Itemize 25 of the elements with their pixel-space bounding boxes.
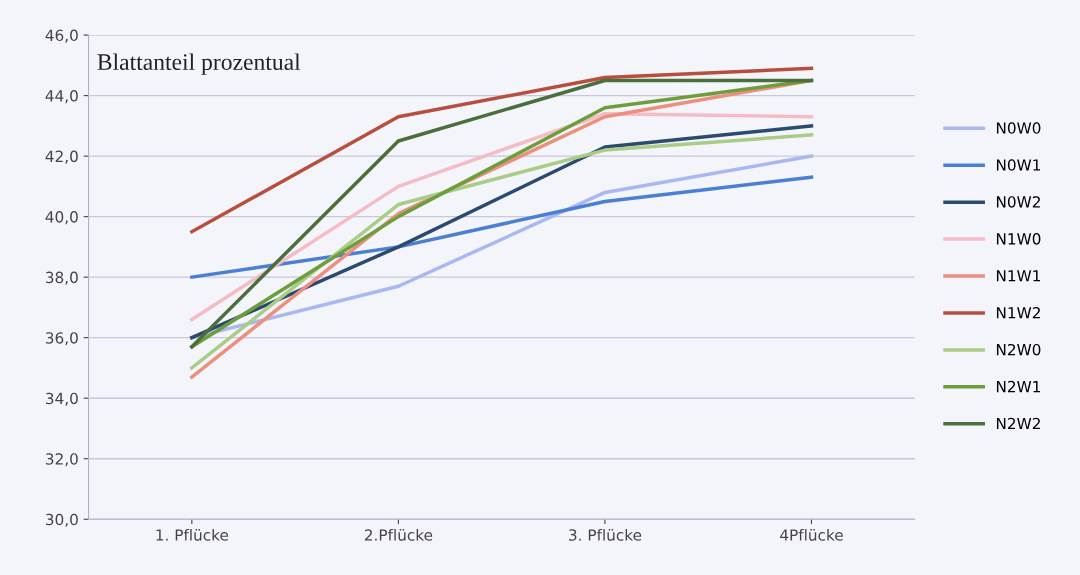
x-tick-label: 1. Pflücke	[156, 528, 229, 541]
text: Blattanteil prozentual	[97, 53, 301, 75]
line-series	[190, 133, 814, 370]
y-tick-label: 46,0	[45, 29, 78, 43]
line-series	[190, 175, 814, 279]
legend-label: N2W1	[996, 380, 1041, 393]
y-tick-label: 38,0	[45, 271, 78, 285]
y-tick-label: 32,0	[45, 453, 78, 467]
legend-label: N1W2	[996, 306, 1040, 319]
legend-label: N2W2	[996, 417, 1040, 430]
y-tick-label: 40,0	[45, 211, 78, 225]
y-tick-label: 36,0	[45, 332, 78, 346]
legend-label: N0W2	[996, 196, 1040, 208]
x-tick-label: 2.Pflücke	[364, 528, 433, 541]
x-tick-label: 4Pflücke	[780, 528, 843, 541]
x-tick-label: 3. Pflücke	[569, 528, 642, 541]
legend-label: N0W1	[996, 159, 1041, 171]
y-tick-label: 30,0	[45, 513, 78, 527]
legend-label: N1W1	[996, 270, 1041, 282]
y-tick-label: 42,0	[45, 150, 78, 164]
legend-label: N2W0	[996, 343, 1041, 356]
y-tick-label: 34,0	[45, 392, 78, 406]
legend-label: N1W0	[996, 233, 1041, 245]
y-tick-label: 44,0	[45, 90, 78, 104]
legend-label: N0W0	[996, 122, 1041, 134]
